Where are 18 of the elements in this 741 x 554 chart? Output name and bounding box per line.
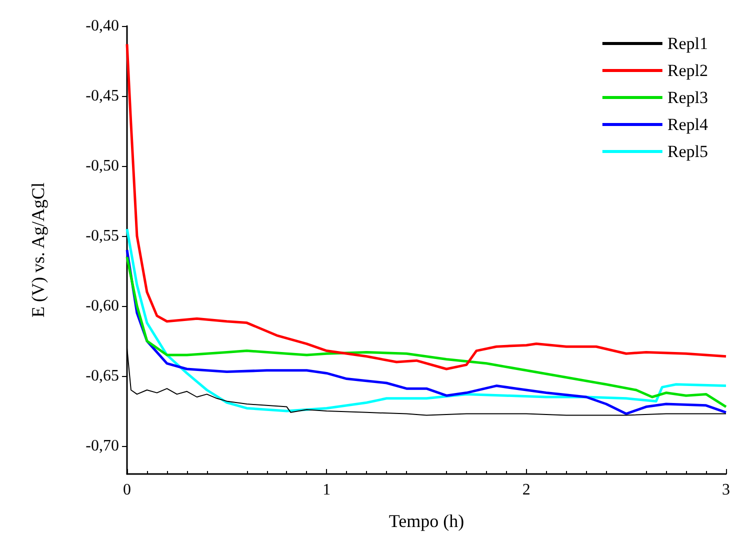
- legend-label: Repl2: [667, 61, 708, 80]
- x-tick-label: 1: [322, 482, 331, 498]
- y-tick-label: -0,50: [86, 158, 119, 174]
- x-axis-title: Tempo (h): [388, 511, 464, 531]
- legend-label: Repl3: [667, 88, 708, 107]
- x-tick-label: 2: [522, 482, 530, 498]
- y-tick-label: -0,40: [86, 18, 119, 34]
- legend-label: Repl4: [667, 115, 708, 134]
- legend-label: Repl5: [667, 142, 708, 161]
- y-tick-label: -0,55: [86, 228, 119, 244]
- y-tick-label: -0,65: [86, 368, 119, 384]
- y-tick-label: -0,60: [86, 298, 119, 314]
- x-tick-label: 3: [722, 482, 730, 498]
- legend-label: Repl1: [667, 34, 708, 53]
- y-axis-title: E (V) vs. Ag/AgCl: [28, 182, 48, 318]
- y-tick-label: -0,45: [86, 88, 119, 104]
- y-tick-label: -0,70: [86, 438, 119, 454]
- x-tick-label: 0: [123, 482, 131, 498]
